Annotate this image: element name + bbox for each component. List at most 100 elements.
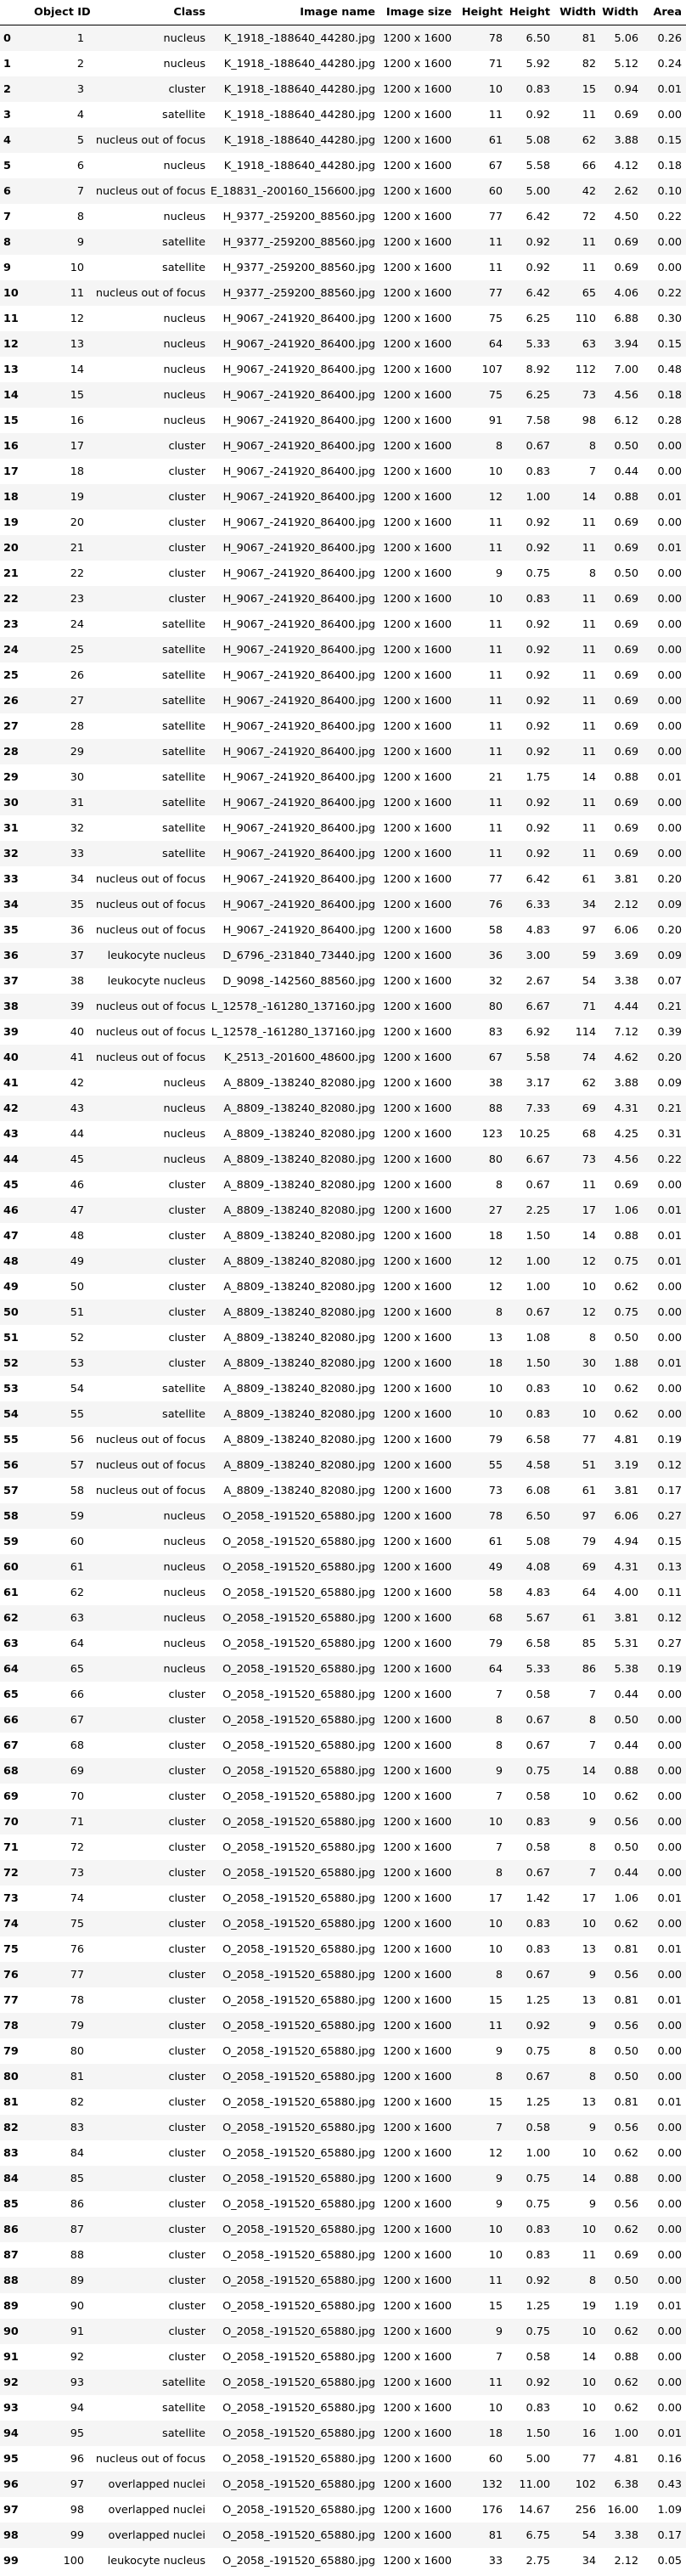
width-um-cell: 0.62	[614, 1790, 639, 1803]
table-row: 6 7 nucleus out of focus E_18831_-200160_15…	[0, 178, 686, 204]
table-row: 18 19 cluster H_9067_-241920_86400.jpg 1200 …	[0, 484, 686, 510]
image-size-cell: 1200 x 1600	[383, 2248, 452, 2262]
width-um-cell: 0.69	[614, 1178, 639, 1192]
table-row: 21 22 cluster H_9067_-241920_86400.jpg 1200 …	[0, 561, 686, 586]
table-body: 0 1 nucleus K_1918_-188640_44280.jpg 1200 x …	[0, 25, 686, 2574]
row-index: 22	[0, 586, 34, 612]
table-row: 28 29 satellite H_9067_-241920_86400.jpg 120…	[0, 739, 686, 764]
area-cell: 0.00	[657, 2248, 683, 2262]
height-um-cell: 1.25	[526, 2095, 551, 2109]
class-cell: satellite	[88, 2370, 210, 2395]
table-row: 9 10 satellite H_9377_-259200_88560.jpg 1200…	[0, 255, 686, 280]
image-name-cell: H_9067_-241920_86400.jpg	[222, 617, 375, 631]
object-id-cell: 45	[34, 1147, 88, 1172]
class-cell: nucleus	[163, 1586, 205, 1599]
width-px-cell: 12	[554, 1249, 600, 1274]
height-px-cell: 11	[456, 790, 507, 815]
width-um-cell: 0.69	[600, 637, 643, 662]
row-index: 23	[3, 617, 19, 631]
row-index: 79	[3, 2044, 19, 2058]
image-name-cell: O_2058_-191520_65880.jpg	[222, 1739, 375, 1752]
width-px-cell: 34	[582, 2554, 596, 2568]
height-um-cell: 0.67	[507, 2064, 554, 2089]
image-name-cell: O_2058_-191520_65880.jpg	[210, 2013, 380, 2038]
class-cell: cluster	[88, 2268, 210, 2293]
area-cell: 0.43	[643, 2472, 686, 2497]
area-cell: 0.00	[657, 1739, 683, 1752]
height-um-cell: 1.00	[526, 1280, 551, 1294]
height-um-cell: 2.75	[526, 2554, 551, 2568]
class-cell: nucleus out of focus	[88, 892, 210, 917]
class-cell: nucleus	[163, 210, 205, 223]
width-px-cell: 102	[554, 2472, 600, 2497]
width-um-cell: 4.56	[600, 1147, 643, 1172]
table-row: 56 57 nucleus out of focus A_8809_-138240_8…	[0, 1452, 686, 1478]
table-row: 82 83 cluster O_2058_-191520_65880.jpg 1200 …	[0, 2115, 686, 2140]
object-id-cell: 13	[34, 331, 88, 357]
row-index: 13	[3, 363, 19, 376]
class-cell: nucleus out of focus	[95, 1025, 205, 1039]
width-px-cell: 11	[554, 739, 600, 764]
width-um-cell: 3.94	[600, 331, 643, 357]
class-cell: nucleus out of focus	[95, 2452, 205, 2466]
row-index: 20	[0, 535, 34, 561]
height-px-cell: 58	[488, 1586, 503, 1599]
class-cell: cluster	[168, 2197, 205, 2211]
height-px-cell: 60	[456, 178, 507, 204]
height-px-cell: 11	[456, 2268, 507, 2293]
height-px-cell: 38	[488, 1076, 503, 1090]
height-um-cell: 0.75	[507, 2166, 554, 2191]
height-um-cell: 6.58	[526, 1637, 551, 1650]
image-name-cell: O_2058_-191520_65880.jpg	[210, 2319, 380, 2344]
object-id-cell: 26	[70, 668, 84, 682]
class-cell: nucleus	[88, 25, 210, 51]
area-cell: 0.00	[657, 566, 683, 580]
area-cell: 0.01	[643, 535, 686, 561]
width-px-cell: 17	[554, 1198, 600, 1223]
height-um-cell: 5.67	[507, 1605, 554, 1631]
image-name-cell: D_6796_-231840_73440.jpg	[210, 943, 380, 968]
object-id-cell: 55	[34, 1401, 88, 1427]
height-px-cell: 75	[488, 312, 503, 325]
height-px-cell: 7	[495, 1688, 503, 1701]
width-px-cell: 13	[582, 2095, 596, 2109]
height-px-cell: 55	[456, 1452, 507, 1478]
height-um-cell: 8.92	[526, 363, 551, 376]
width-um-cell: 4.94	[614, 1535, 639, 1548]
height-px-cell: 11	[456, 535, 507, 561]
width-px-cell: 11	[582, 516, 596, 529]
object-id-cell: 3	[34, 76, 88, 102]
width-px-cell: 13	[582, 1942, 596, 1956]
row-index: 29	[3, 770, 19, 784]
image-size-cell: 1200 x 1600	[380, 2472, 456, 2497]
height-px-cell: 64	[456, 331, 507, 357]
width-um-cell: 1.00	[600, 2421, 643, 2446]
image-name-cell: O_2058_-191520_65880.jpg	[222, 2197, 375, 2211]
height-um-cell: 4.83	[526, 1586, 551, 1599]
width-px-cell: 11	[582, 2248, 596, 2262]
area-cell: 0.01	[643, 1198, 686, 1223]
height-px-cell: 10	[488, 465, 503, 478]
width-um-cell: 0.88	[614, 2350, 639, 2364]
width-px-cell: 11	[582, 668, 596, 682]
image-name-cell: A_8809_-138240_82080.jpg	[223, 1331, 375, 1344]
width-um-cell: 4.25	[614, 1127, 639, 1141]
height-um-cell: 6.50	[507, 1503, 554, 1529]
height-px-cell: 68	[456, 1605, 507, 1631]
height-px-cell: 21	[488, 770, 503, 784]
table-row: 71 72 cluster O_2058_-191520_65880.jpg 1200 …	[0, 1835, 686, 1860]
object-id-cell: 82	[70, 2095, 84, 2109]
width-px-cell: 11	[554, 790, 600, 815]
width-px-cell: 19	[582, 2299, 596, 2313]
object-id-cell: 24	[70, 617, 84, 631]
class-cell: cluster	[168, 1688, 205, 1701]
object-id-cell: 49	[34, 1249, 88, 1274]
object-id-cell: 81	[34, 2064, 88, 2089]
image-size-cell: 1200 x 1600	[383, 2350, 452, 2364]
image-size-cell: 1200 x 1600	[380, 1299, 456, 1325]
class-cell: cluster	[168, 1891, 205, 1905]
area-cell: 0.00	[657, 2197, 683, 2211]
class-cell: satellite	[88, 1401, 210, 1427]
table-row: 87 88 cluster O_2058_-191520_65880.jpg 1200 …	[0, 2242, 686, 2268]
table-row: 1 2 nucleus K_1918_-188640_44280.jpg 1200 x …	[0, 51, 686, 76]
